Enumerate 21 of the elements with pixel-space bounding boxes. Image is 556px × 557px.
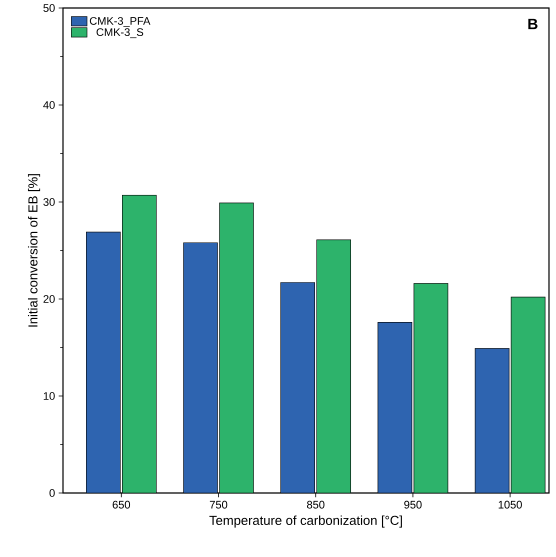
y-tick-label: 20 — [44, 295, 55, 303]
bar — [378, 322, 412, 493]
bar — [86, 232, 121, 493]
y-tick-label: 0 — [50, 489, 55, 497]
y-tick-label: 30 — [43, 198, 55, 206]
y-axis-title: Initial conversion of EB [%] — [28, 174, 40, 327]
x-tick-label: 650 — [112, 500, 130, 509]
legend-label: CMK-3_PFA — [90, 17, 150, 27]
y-tick-label: 50 — [43, 4, 55, 12]
x-axis-title: Temperature of carbonization [°C] — [209, 515, 402, 528]
bar — [280, 282, 316, 493]
y-tick-label: 40 — [43, 101, 55, 109]
x-tick-label: 950 — [404, 500, 422, 509]
legend-label: CMK-3_S — [96, 28, 144, 38]
bar — [474, 348, 510, 493]
y-tick-label: 10 — [44, 392, 55, 400]
annotation: B — [528, 18, 538, 30]
bar — [183, 242, 218, 493]
x-tick-label: 1050 — [498, 500, 522, 509]
x-tick-label: 850 — [307, 500, 324, 509]
x-tick-label: 750 — [210, 500, 228, 509]
